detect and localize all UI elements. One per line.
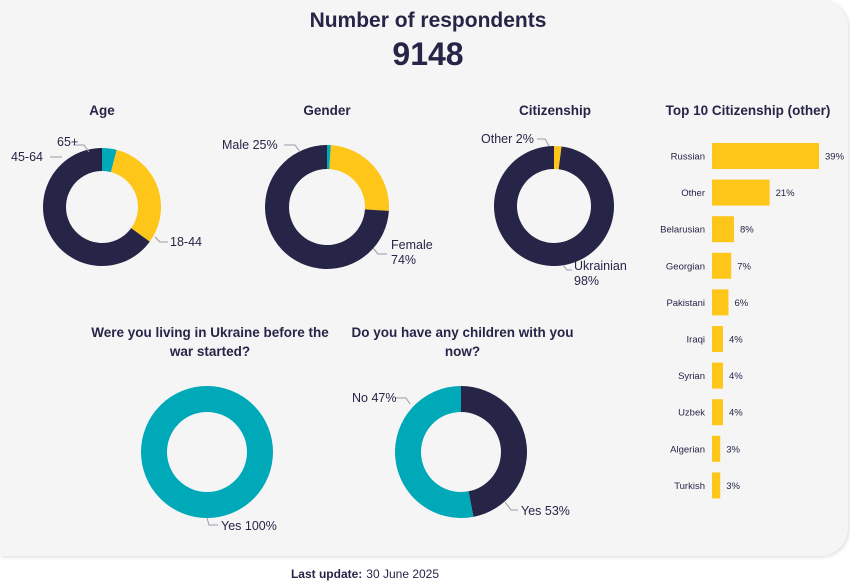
bar-category-label: Pakistani [666,298,705,309]
bar-turkish [712,472,721,499]
bar-algerian [712,435,721,462]
bar-iraqi [712,326,723,352]
bar-value-label: 8% [740,225,754,236]
respondent-count: 9148 [392,36,464,72]
bar-russian [712,143,819,169]
bar-category-label: Georgian [666,261,705,272]
bar-uzbek [712,399,723,426]
bar-pakistani [712,289,729,316]
last-update: Last update: 30 June 2025 [0,567,730,581]
bar-georgian [712,252,732,279]
bar-value-label: 7% [737,261,751,272]
bar-category-label: Russian [671,152,705,163]
top10-bar-chart: Russian 39% Other 21% Belarusian 8% Georgian 7%… [660,143,845,499]
top10-bars: Russian 39% Other 21% Belarusian 8% Georgian 7%… [660,143,845,499]
bar-category-label: Iraqi [687,335,705,346]
citizenship-chart-title: Citizenship [518,103,591,118]
bar-category-label: Belarusian [660,225,705,236]
gender-chart-title: Gender [303,103,351,118]
bar-value-label: 3% [726,444,740,455]
page-title: Number of respondents [309,9,547,32]
bar-syrian [712,362,723,389]
living-ukraine-chart-title: Were you living in Ukraine before the wa… [91,325,329,359]
bar-category-label: Other [681,188,705,199]
last-update-date: 30 June 2025 [366,567,440,581]
top10-chart-title: Top 10 Citizenship (other) [665,103,831,118]
bar-belarusian [712,216,734,243]
last-update-label: Last update: [290,567,363,581]
bar-value-label: 39% [825,152,845,163]
bar-value-label: 3% [726,481,740,492]
bar-category-label: Turkish [674,481,705,492]
bar-value-label: 4% [729,371,743,382]
bar-value-label: 4% [729,408,743,419]
bar-value-label: 4% [729,335,743,346]
age-chart-title: Age [89,103,115,118]
bar-value-label: 21% [776,188,796,199]
bar-value-label: 6% [734,298,748,309]
bar-other [712,179,770,206]
children-chart-title: Do you have any children with you now? [351,325,574,359]
bar-category-label: Algerian [670,444,705,455]
bar-category-label: Uzbek [678,408,705,419]
bar-category-label: Syrian [678,371,705,382]
